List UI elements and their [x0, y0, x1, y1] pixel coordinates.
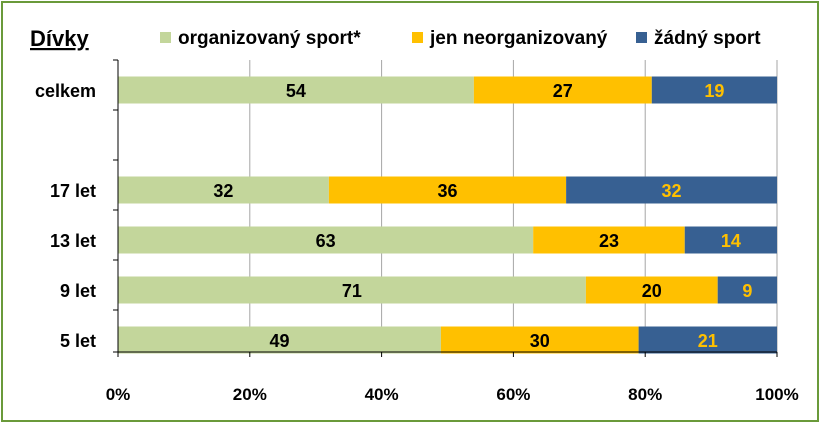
legend-swatch-2 — [636, 32, 647, 43]
bars: 54 27 19 32 36 32 63 23 14 71 20 9 49 30 21 — [118, 76, 777, 354]
legend-swatch-0 — [160, 32, 171, 43]
x-tick-label-0: 0% — [106, 385, 131, 404]
legend-label-2: žádný sport — [654, 28, 761, 49]
gridlines — [249, 60, 778, 352]
x-tick-label-5: 100% — [755, 385, 798, 404]
data-label-3-0: 63 — [316, 231, 336, 251]
legend-label-0: organizovaný sport* — [178, 28, 361, 49]
data-label-5-0: 49 — [269, 331, 289, 351]
bar-2-2 — [566, 176, 777, 204]
category-label-0: celkem — [35, 81, 96, 101]
data-label-0-1: 27 — [553, 81, 573, 101]
x-tick-label-1: 20% — [233, 385, 267, 404]
legend-swatch-1 — [412, 32, 423, 43]
bar-0-1 — [473, 76, 652, 104]
bar-3-0 — [118, 226, 534, 254]
bar-4-1 — [585, 276, 718, 304]
bar-4-0 — [118, 276, 586, 304]
category-labels: celkem 17 let 13 let 9 let 5 let — [35, 81, 96, 351]
data-label-3-2: 14 — [721, 231, 741, 251]
data-label-2-1: 36 — [437, 181, 457, 201]
data-label-2-2: 32 — [662, 181, 682, 201]
chart-title: Dívky — [30, 26, 89, 51]
category-label-5: 5 let — [60, 331, 96, 351]
axes — [113, 59, 778, 357]
bar-0-2 — [651, 76, 777, 104]
x-tick-label-2: 40% — [365, 385, 399, 404]
data-label-5-2: 21 — [698, 331, 718, 351]
legend-label-1: jen neorganizovaný — [429, 28, 608, 49]
x-tick-label-3: 60% — [496, 385, 530, 404]
bar-2-1 — [328, 176, 567, 204]
bar-3-2 — [684, 226, 777, 254]
data-label-4-1: 20 — [642, 281, 662, 301]
category-label-2: 17 let — [50, 181, 96, 201]
bar-4-2 — [717, 276, 777, 304]
bar-5-0 — [118, 326, 441, 354]
data-label-0-2: 19 — [704, 81, 724, 101]
legend: organizovaný sport* jen neorganizovaný žád… — [160, 28, 761, 49]
data-label-2-0: 32 — [213, 181, 233, 201]
bar-3-1 — [533, 226, 685, 254]
category-label-3: 13 let — [50, 231, 96, 251]
data-label-4-0: 71 — [342, 281, 362, 301]
bar-5-2 — [638, 326, 777, 354]
data-label-3-1: 23 — [599, 231, 619, 251]
bar-5-1 — [440, 326, 639, 354]
data-label-4-2: 9 — [742, 281, 752, 301]
data-label-5-1: 30 — [530, 331, 550, 351]
bar-2-0 — [118, 176, 329, 204]
x-tick-label-4: 80% — [628, 385, 662, 404]
x-tick-labels: 0% 20% 40% 60% 80% 100% — [106, 385, 799, 404]
category-label-4: 9 let — [60, 281, 96, 301]
bar-0-0 — [118, 76, 474, 104]
data-label-0-0: 54 — [286, 81, 306, 101]
